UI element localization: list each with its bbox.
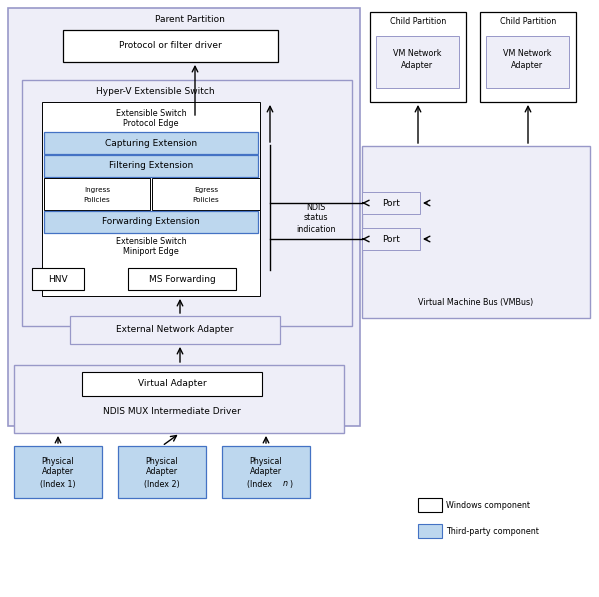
Text: Egress: Egress (194, 187, 218, 193)
Text: Parent Partition: Parent Partition (155, 14, 225, 23)
Bar (362, 146, 590, 318)
Text: Miniport Edge: Miniport Edge (123, 247, 179, 256)
Text: ): ) (289, 479, 292, 488)
Bar (44, 211, 258, 233)
Text: indication: indication (297, 224, 336, 233)
Text: (Index 1): (Index 1) (40, 479, 76, 488)
Bar (418, 524, 442, 538)
Text: Physical: Physical (250, 457, 282, 466)
Text: Policies: Policies (84, 197, 110, 203)
Text: Protocol Edge: Protocol Edge (123, 119, 179, 128)
Text: Adapter: Adapter (42, 467, 74, 476)
Bar (486, 36, 569, 88)
Bar (8, 8, 360, 426)
Bar (418, 498, 442, 512)
Text: Extensible Switch: Extensible Switch (116, 236, 186, 245)
Text: Third-party component: Third-party component (446, 527, 539, 536)
Text: HNV: HNV (48, 275, 68, 284)
Text: Virtual Machine Bus (VMBus): Virtual Machine Bus (VMBus) (418, 297, 534, 306)
Text: NDIS: NDIS (306, 202, 326, 211)
Bar (480, 12, 576, 102)
Bar (362, 192, 420, 214)
Text: Physical: Physical (42, 457, 74, 466)
Bar (14, 446, 102, 498)
Text: (Index: (Index (247, 479, 274, 488)
Text: Forwarding Extension: Forwarding Extension (102, 217, 200, 226)
Text: Adapter: Adapter (401, 60, 433, 69)
Bar (42, 102, 260, 296)
Bar (222, 446, 310, 498)
Text: Windows component: Windows component (446, 500, 530, 509)
Text: Adapter: Adapter (146, 467, 178, 476)
Text: Virtual Adapter: Virtual Adapter (138, 380, 206, 389)
Text: Child Partition: Child Partition (500, 17, 556, 26)
Text: Capturing Extension: Capturing Extension (105, 139, 197, 147)
Bar (32, 268, 84, 290)
Text: VM Network: VM Network (503, 50, 551, 59)
Bar (152, 178, 260, 210)
Text: NDIS MUX Intermediate Driver: NDIS MUX Intermediate Driver (103, 408, 241, 417)
Bar (44, 178, 150, 210)
Bar (22, 80, 352, 326)
Bar (370, 12, 466, 102)
Text: Filtering Extension: Filtering Extension (109, 162, 193, 171)
Bar (128, 268, 236, 290)
Text: Hyper-V Extensible Switch: Hyper-V Extensible Switch (96, 87, 214, 96)
Text: (Index 2): (Index 2) (144, 479, 180, 488)
Bar (44, 132, 258, 154)
Text: Protocol or filter driver: Protocol or filter driver (119, 42, 222, 51)
Text: Child Partition: Child Partition (390, 17, 446, 26)
Text: VM Network: VM Network (393, 50, 441, 59)
Text: Adapter: Adapter (250, 467, 282, 476)
Bar (376, 36, 459, 88)
Bar (82, 372, 262, 396)
Bar (63, 30, 278, 62)
Text: n: n (283, 479, 288, 488)
Text: status: status (304, 214, 328, 223)
Text: Physical: Physical (146, 457, 179, 466)
Text: Port: Port (382, 198, 400, 208)
Bar (118, 446, 206, 498)
Text: Ingress: Ingress (84, 187, 110, 193)
Text: Adapter: Adapter (511, 60, 543, 69)
Text: Port: Port (382, 235, 400, 244)
Bar (70, 316, 280, 344)
Text: MS Forwarding: MS Forwarding (149, 275, 216, 284)
Text: Extensible Switch: Extensible Switch (116, 109, 186, 118)
Text: External Network Adapter: External Network Adapter (116, 325, 234, 334)
Text: Policies: Policies (193, 197, 219, 203)
Bar (14, 365, 344, 433)
Bar (362, 228, 420, 250)
Bar (44, 155, 258, 177)
